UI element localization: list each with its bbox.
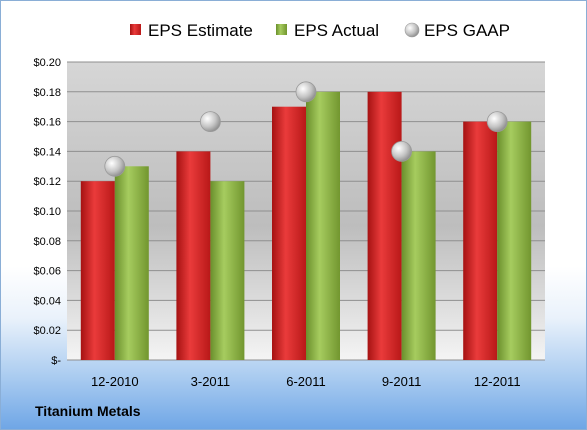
bar-eps-estimate [272,106,306,360]
company-name: Titanium Metals [35,403,141,419]
bar-eps-actual [306,91,340,361]
x-category-label: 3-2011 [191,374,231,389]
bar-eps-actual [401,151,436,360]
y-tick-label: $0.10 [33,206,61,218]
y-tick-label: $0.16 [33,117,61,129]
bar-eps-estimate [80,181,115,360]
marker-eps-gaap [486,111,508,132]
x-category-label: 12-2010 [91,374,139,389]
legend-label: EPS GAAP [424,21,510,40]
y-tick-label: $0.14 [33,146,61,158]
legend-swatch [276,24,287,35]
y-tick-label: $- [51,355,61,367]
y-axis: $- $0.02 $0.04 $0.06 $0.08 $0.10 $0.12 $0.14 $0.… [33,57,61,367]
bar-eps-actual [497,121,532,360]
y-tick-label: $0.02 [33,325,61,337]
x-category-label: 9-2011 [382,374,422,389]
gaap-markers [104,81,508,177]
legend-swatch [130,24,141,35]
x-category-label: 12-2011 [474,374,521,389]
bar-eps-actual [114,166,149,360]
bar-eps-actual [210,181,245,360]
y-tick-label: $0.20 [33,57,61,69]
bar-eps-estimate [176,151,211,360]
y-tick-label: $0.18 [33,87,61,99]
marker-eps-gaap [104,155,126,177]
legend-swatch [404,22,420,38]
legend: EPS Estimate EPS Actual EPS GAAP [130,21,510,40]
bar-eps-estimate [367,91,402,361]
y-tick-label: $0.04 [33,295,61,307]
x-category-label: 6-2011 [286,374,326,389]
marker-eps-gaap [295,81,317,103]
x-axis: 12-2010 3-2011 6-2011 9-2011 12-2011 [91,374,521,389]
bars [80,91,532,361]
legend-label: EPS Actual [294,21,379,40]
legend-label: EPS Estimate [148,21,253,40]
marker-eps-gaap [391,140,413,162]
bar-eps-estimate [463,121,498,360]
y-tick-label: $0.08 [33,236,61,248]
y-tick-label: $0.12 [33,176,61,188]
marker-eps-gaap [199,111,221,132]
y-tick-label: $0.06 [33,266,61,278]
